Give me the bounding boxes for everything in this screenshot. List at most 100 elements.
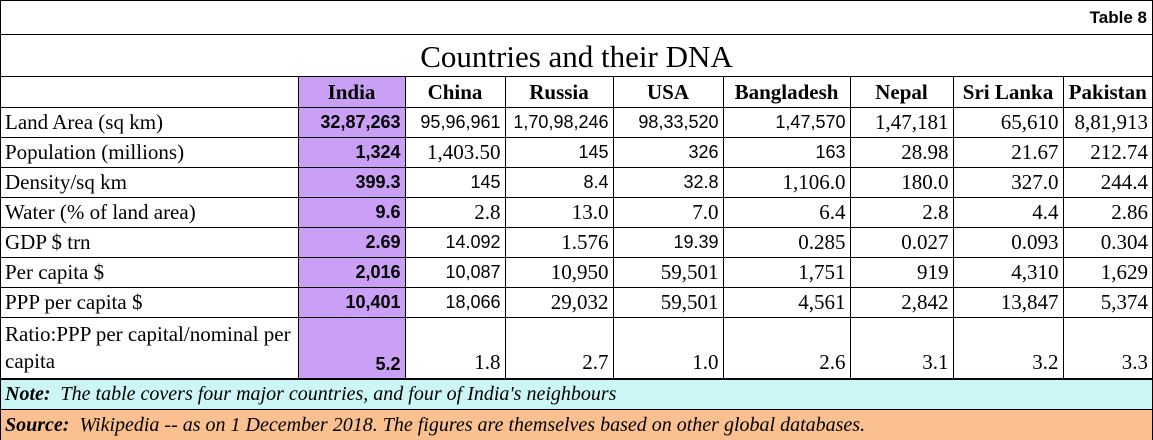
table-cell: 1,106.0 [722,167,851,198]
table-cell: 7.0 [612,197,724,228]
row-label: Ratio:PPP per capital/nominal per capita [1,317,299,379]
table-row: GDP $ trn 2.69 14.092 1.576 19.39 0.285 0.027 0… [1,227,1152,258]
table-cell: 1,751 [722,257,851,288]
table-cell: 8,81,913 [1062,107,1152,138]
table-cell: 8.4 [504,167,614,198]
row-label: Population (millions) [1,137,299,168]
table-cell: 145 [504,137,614,168]
table-cell: 6.4 [722,197,851,228]
table-cell: 59,501 [612,257,724,288]
table-cell: 19.39 [612,227,724,258]
table-row: Land Area (sq km) 32,87,263 95,96,961 1,70,… [1,107,1152,138]
table-note: Note: The table covers four major countr… [1,379,1152,410]
table-row: Density/sq km 399.3 145 8.4 32.8 1,106.0 180.0… [1,167,1152,198]
table-cell: 28.98 [849,137,954,168]
header-row: India China Russia USA Bangladesh Nepal … [1,77,1152,108]
table-title: Countries and their DNA [1,35,1152,77]
table-cell: 1.576 [504,227,614,258]
header-china: China [404,77,506,108]
table-cell: 2,842 [849,287,954,318]
table-cell: 326 [612,137,724,168]
table-cell: 5.2 [297,317,406,379]
table-cell: 10,087 [404,257,506,288]
header-india: India [297,77,406,108]
table-cell: 4,310 [952,257,1064,288]
table-cell: 3.3 [1062,317,1152,379]
table-cell: 1.8 [404,317,506,379]
table-cell: 919 [849,257,954,288]
table-cell: 2.8 [404,197,506,228]
table-cell: 1,403.50 [404,137,506,168]
table-row: Population (millions) 1,324 1,403.50 145 326… [1,137,1152,168]
table-cell: 4,561 [722,287,851,318]
table-cell: 29,032 [504,287,614,318]
table-cell: 10,401 [297,287,406,318]
table-cell: 59,501 [612,287,724,318]
table-row: Water (% of land area) 9.6 2.8 13.0 7.0 6.4 2.… [1,197,1152,228]
table-cell: 3.2 [952,317,1064,379]
header-russia: Russia [504,77,614,108]
table-cell: 4.4 [952,197,1064,228]
table-cell: 1,324 [297,137,406,168]
table-cell: 2.69 [297,227,406,258]
row-label: Per capita $ [1,257,299,288]
header-nepal: Nepal [849,77,954,108]
table-tag: Table 8 [1,1,1152,35]
table-cell: 98,33,520 [612,107,724,138]
table-cell: 95,96,961 [404,107,506,138]
table-cell: 163 [722,137,851,168]
table-cell: 0.093 [952,227,1064,258]
table-cell: 0.027 [849,227,954,258]
table-cell: 327.0 [952,167,1064,198]
table-cell: 212.74 [1062,137,1152,168]
row-label: GDP $ trn [1,227,299,258]
table-cell: 32.8 [612,167,724,198]
table-cell: 1,629 [1062,257,1152,288]
table-row: Per capita $2,016 10,087 10,950 59,501 1,751… [1,257,1152,288]
table-cell: 65,610 [952,107,1064,138]
table-cell: 2.7 [504,317,614,379]
table-cell: 13.0 [504,197,614,228]
table-cell: 1.0 [612,317,724,379]
header-blank [1,77,299,108]
row-label: Water (% of land area) [1,197,299,228]
header-pakistan: Pakistan [1062,77,1152,108]
table-cell: 13,847 [952,287,1064,318]
table-cell: 21.67 [952,137,1064,168]
source-text: Wikipedia -- as on 1 December 2018. The … [79,414,866,436]
table-cell: 2.8 [849,197,954,228]
table-cell: 399.3 [297,167,406,198]
table-cell: 2.86 [1062,197,1152,228]
row-label: Land Area (sq km) [1,107,299,138]
table-cell: 18,066 [404,287,506,318]
table-cell: 5,374 [1062,287,1152,318]
table-row: PPP per capita $10,401 18,066 29,032 59,501… [1,287,1152,318]
table-cell: 0.304 [1062,227,1152,258]
table-cell: 2,016 [297,257,406,288]
row-label: PPP per capita $ [1,287,299,318]
note-text: The table covers four major countries, a… [60,383,617,405]
table-source: Source: Wikipedia -- as on 1 December 20… [1,410,1152,440]
table-cell: 0.285 [722,227,851,258]
table-cell: 1,47,181 [849,107,954,138]
table-cell: 2.6 [722,317,851,379]
data-table: India China Russia USA Bangladesh Nepal … [1,77,1152,379]
table-cell: 1,70,98,246 [504,107,614,138]
table-cell: 180.0 [849,167,954,198]
header-bangladesh: Bangladesh [722,77,851,108]
header-usa: USA [612,77,724,108]
header-sri-lanka: Sri Lanka [952,77,1064,108]
table-cell: 9.6 [297,197,406,228]
note-label: Note: [5,383,51,405]
table-cell: 244.4 [1062,167,1152,198]
table-cell: 14.092 [404,227,506,258]
table-cell: 10,950 [504,257,614,288]
table-cell: 1,47,570 [722,107,851,138]
row-label: Density/sq km [1,167,299,198]
table-cell: 3.1 [849,317,954,379]
source-label: Source: [5,414,70,436]
table-row: Ratio:PPP per capital/nominal per capita… [1,317,1152,379]
table-cell: 32,87,263 [297,107,406,138]
table-cell: 145 [404,167,506,198]
